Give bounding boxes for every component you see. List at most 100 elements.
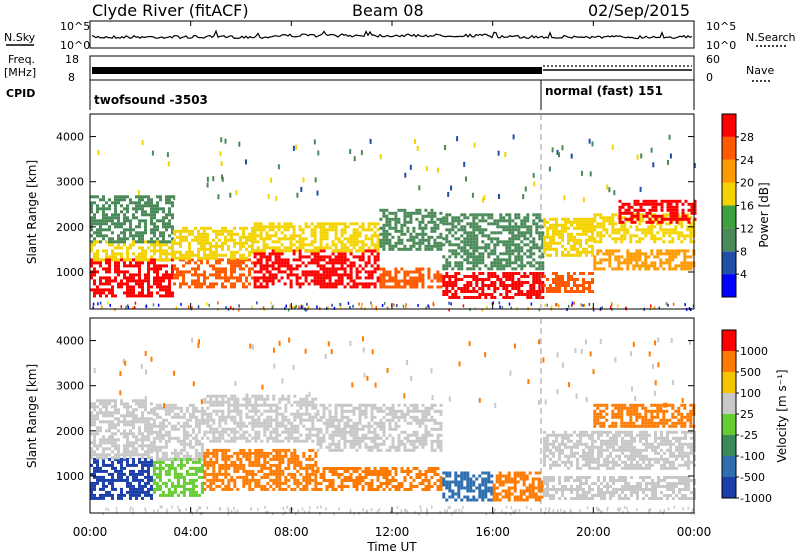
power-cell <box>614 240 618 244</box>
power-colorbar-swatch <box>722 274 736 297</box>
power-cell <box>460 225 464 229</box>
power-cell <box>618 217 622 221</box>
power-cell <box>188 241 191 245</box>
power-cell <box>683 237 687 241</box>
velocity-cell <box>224 460 228 464</box>
power-cell <box>505 278 509 281</box>
power-cell <box>159 249 162 253</box>
velocity-cell <box>194 421 198 425</box>
power-cell <box>484 278 488 281</box>
power-sparse-echo <box>608 187 611 193</box>
power-cell <box>415 217 419 221</box>
velocity-cell <box>188 424 192 428</box>
power-cell <box>451 267 455 271</box>
power-cell <box>265 270 269 274</box>
velocity-cell <box>152 412 156 416</box>
power-cell <box>599 231 603 235</box>
power-cell <box>90 207 93 211</box>
power-cell <box>221 241 224 245</box>
velocity-cell <box>102 460 105 464</box>
velocity-cell <box>99 444 102 448</box>
power-cell <box>484 228 488 232</box>
power-cell <box>475 234 479 238</box>
power-cell <box>599 222 603 226</box>
power-cell <box>355 282 359 286</box>
power-cell <box>343 267 347 271</box>
power-cell <box>427 211 431 215</box>
velocity-cell <box>224 454 228 458</box>
power-sparse-echo <box>302 177 305 183</box>
power-cell <box>656 252 660 256</box>
power-cell <box>596 249 600 253</box>
velocity-cell <box>138 460 141 464</box>
power-cell <box>292 234 296 238</box>
velocity-cell <box>155 433 159 437</box>
power-cell <box>188 261 191 265</box>
velocity-cell <box>308 478 312 482</box>
power-cell <box>645 214 649 218</box>
velocity-cell <box>245 400 249 404</box>
power-cell <box>239 264 242 268</box>
power-cell <box>123 228 126 232</box>
velocity-cell <box>126 423 129 427</box>
power-cell <box>567 253 570 257</box>
power-cell <box>376 249 380 253</box>
power-cell <box>669 202 673 206</box>
power-cell <box>99 198 102 202</box>
power-cell <box>538 246 542 250</box>
velocity-cell <box>215 484 219 488</box>
power-cell <box>493 258 497 262</box>
velocity-cell <box>224 451 228 455</box>
power-cell <box>460 246 464 250</box>
velocity-cell <box>102 481 105 485</box>
velocity-cell <box>176 412 180 416</box>
power-cell <box>265 264 269 268</box>
power-cell <box>535 281 539 284</box>
velocity-cell <box>111 466 114 470</box>
power-near-echo <box>481 308 483 312</box>
power-cell <box>409 282 413 286</box>
power-cell <box>328 267 332 271</box>
power-near-echo <box>491 302 493 306</box>
velocity-cell <box>290 412 294 416</box>
velocity-cell <box>170 460 174 464</box>
power-cell <box>647 255 651 259</box>
power-cell <box>144 279 147 283</box>
velocity-cell <box>191 436 195 440</box>
power-cell <box>123 195 126 199</box>
velocity-cell <box>239 451 243 455</box>
power-cell <box>508 222 512 226</box>
power-cell <box>460 249 464 253</box>
power-cell <box>591 281 594 284</box>
power-cell <box>331 228 335 232</box>
power-cell <box>150 249 153 253</box>
power-cell <box>665 213 669 217</box>
power-cell <box>466 222 470 226</box>
power-near-echo <box>291 306 293 310</box>
power-cell <box>200 258 203 262</box>
power-cell <box>171 270 174 274</box>
power-cell <box>608 255 612 259</box>
velocity-cell <box>93 469 96 473</box>
power-cell <box>469 240 473 244</box>
power-cell <box>445 264 449 268</box>
power-cell <box>538 284 542 287</box>
power-cell <box>355 231 359 235</box>
power-cell <box>418 244 422 248</box>
power-cell <box>457 246 461 250</box>
power-cell <box>397 235 401 239</box>
power-cell <box>672 208 676 212</box>
power-cell <box>463 228 467 232</box>
power-cell <box>373 249 377 253</box>
power-cell <box>111 237 114 241</box>
power-cell <box>644 267 648 271</box>
velocity-cell <box>161 454 165 458</box>
power-near-echo <box>360 306 363 310</box>
power-cell <box>654 208 658 212</box>
power-cell <box>529 293 533 296</box>
velocity-cell <box>144 408 147 412</box>
power-cell <box>352 279 356 283</box>
velocity-cell <box>200 490 204 494</box>
velocity-cell <box>158 487 162 491</box>
power-cell <box>541 243 545 247</box>
